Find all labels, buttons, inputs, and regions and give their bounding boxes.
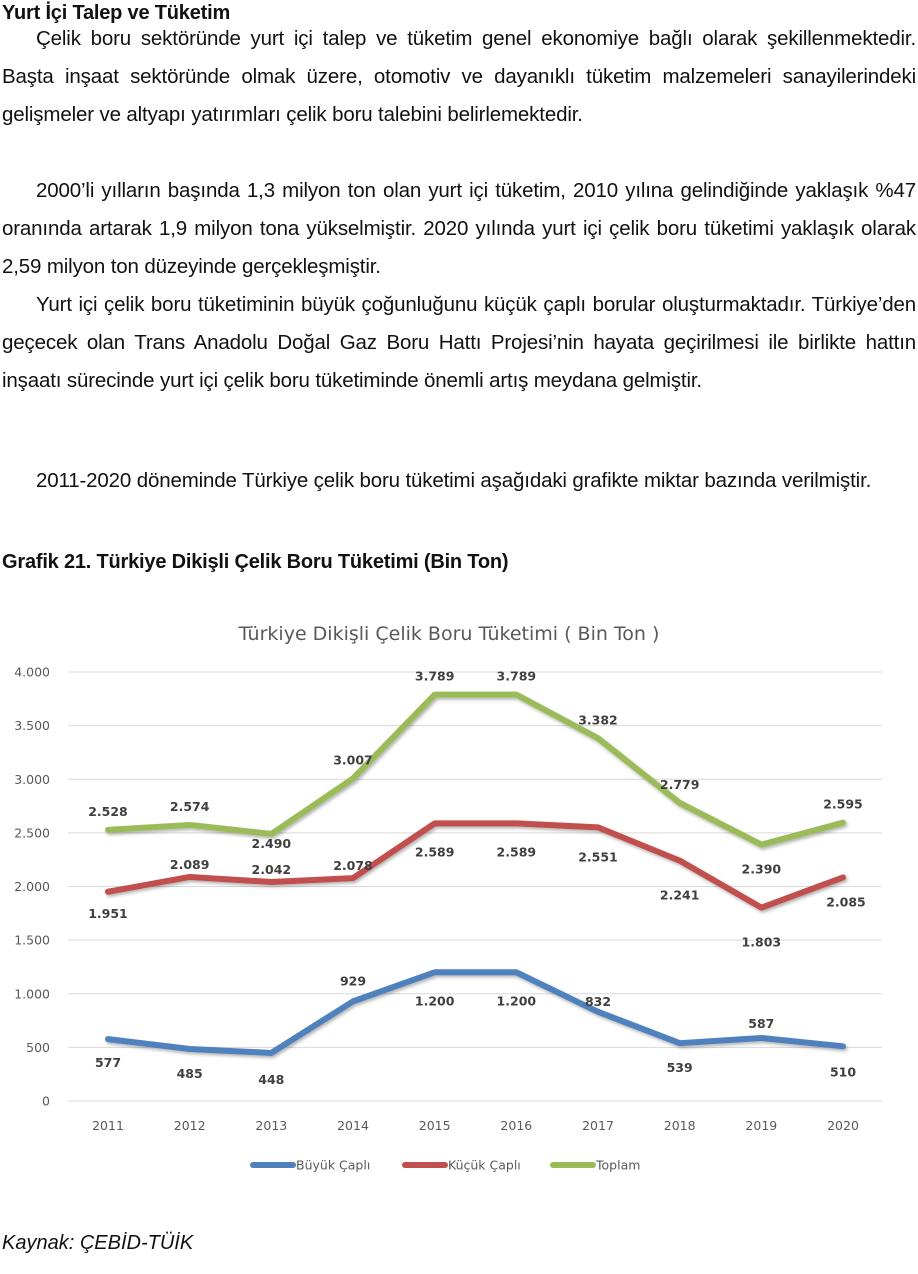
data-label: 929 [340, 973, 366, 988]
y-tick-label: 3.500 [14, 718, 50, 733]
series-line-0 [105, 969, 846, 1056]
data-label: 1.200 [415, 993, 455, 1008]
data-label: 2.589 [497, 844, 537, 859]
series-lines [105, 691, 846, 1056]
data-label: 2.589 [415, 844, 455, 859]
x-tick-label: 2014 [337, 1118, 369, 1133]
data-label: 3.789 [415, 669, 455, 684]
x-tick-label: 2020 [827, 1118, 859, 1133]
x-tick-label: 2013 [255, 1118, 287, 1133]
data-label: 1.803 [742, 935, 782, 950]
data-label: 2.390 [742, 862, 782, 877]
data-label: 577 [95, 1055, 121, 1070]
x-tick-label: 2012 [174, 1118, 206, 1133]
legend-label: Büyük Çaplı [296, 1158, 370, 1173]
line-chart: Türkiye Dikişli Çelik Boru Tüketimi ( Bi… [14, 623, 882, 1173]
x-tick-label: 2015 [419, 1118, 451, 1133]
data-label: 539 [667, 1060, 693, 1075]
data-label: 2.490 [252, 836, 292, 851]
y-tick-label: 2.500 [14, 825, 50, 840]
series-line-2 [105, 691, 846, 848]
y-axis: 0 500 1.000 1.500 2.000 2.500 3.000 3.500 4.000 [14, 665, 50, 1109]
y-tick-label: 4.000 [14, 665, 50, 680]
data-label: 2.595 [823, 797, 863, 812]
legend-label: Küçük Çaplı [448, 1158, 521, 1173]
y-tick-label: 1.000 [14, 986, 50, 1001]
data-label: 510 [830, 1064, 856, 1079]
y-tick-label: 3.000 [14, 772, 50, 787]
data-label: 2.528 [88, 804, 128, 819]
paragraph-2: 2000’li yılların başında 1,3 milyon ton … [2, 179, 916, 278]
series-line-1 [105, 820, 846, 911]
data-label: 2.085 [826, 894, 866, 909]
data-label: 3.789 [497, 669, 537, 684]
data-label: 485 [177, 1066, 203, 1081]
data-label: 2.078 [333, 858, 373, 873]
figure-caption: Grafik 21. Türkiye Dikişli Çelik Boru Tü… [2, 551, 509, 573]
section-heading: Yurt İçi Talep ve Tüketim [2, 2, 231, 24]
x-tick-label: 2011 [92, 1118, 124, 1133]
data-label: 448 [258, 1072, 284, 1087]
gridlines [68, 671, 882, 1102]
data-label: 2.551 [578, 849, 618, 864]
y-tick-label: 0 [42, 1094, 50, 1109]
x-axis: 2011 2012 2013 2014 2015 2016 2017 2018 2019 2020 [92, 1118, 859, 1133]
data-label: 2.042 [252, 862, 292, 877]
data-label: 3.007 [333, 752, 373, 767]
source-note: Kaynak: ÇEBİD-TÜİK [2, 1232, 194, 1254]
x-tick-label: 2018 [664, 1118, 696, 1133]
data-label: 2.241 [660, 888, 700, 903]
x-tick-label: 2019 [745, 1118, 777, 1133]
paragraph-3: Yurt içi çelik boru tüketiminin büyük ço… [2, 293, 916, 392]
data-label: 587 [748, 1016, 774, 1031]
chart-title: Türkiye Dikişli Çelik Boru Tüketimi ( Bi… [238, 623, 660, 645]
y-tick-label: 1.500 [14, 933, 50, 948]
data-label: 3.382 [578, 712, 618, 727]
data-label: 1.200 [497, 993, 537, 1008]
x-tick-label: 2016 [500, 1118, 532, 1133]
data-labels: 577 485 448 929 1.200 1.200 832 539 587 510 1.951 2… [88, 669, 866, 1087]
x-tick-label: 2017 [582, 1118, 614, 1133]
legend-label: Toplam [595, 1158, 640, 1173]
data-label: 2.089 [170, 857, 210, 872]
paragraph-4: 2011-2020 döneminde Türkiye çelik boru t… [36, 469, 872, 492]
data-label: 2.779 [660, 777, 700, 792]
data-label: 2.574 [170, 799, 210, 814]
paragraph-1: Çelik boru sektöründe yurt içi talep ve … [2, 27, 916, 126]
y-tick-label: 2.000 [14, 879, 50, 894]
data-label: 1.951 [88, 906, 128, 921]
data-label: 832 [585, 994, 611, 1009]
legend: Büyük Çaplı Küçük Çaplı Toplam [250, 1158, 640, 1173]
y-tick-label: 500 [26, 1040, 50, 1055]
